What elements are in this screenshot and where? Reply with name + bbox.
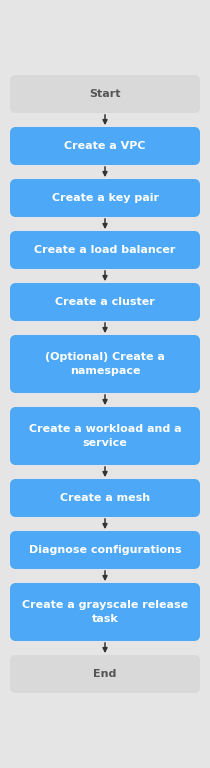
FancyBboxPatch shape — [10, 407, 200, 465]
Text: End: End — [93, 669, 117, 679]
Text: Create a key pair: Create a key pair — [51, 193, 159, 203]
Text: Create a cluster: Create a cluster — [55, 297, 155, 307]
FancyBboxPatch shape — [10, 127, 200, 165]
Text: Start: Start — [89, 89, 121, 99]
FancyBboxPatch shape — [10, 583, 200, 641]
Text: Create a VPC: Create a VPC — [64, 141, 146, 151]
Text: Diagnose configurations: Diagnose configurations — [29, 545, 181, 555]
FancyBboxPatch shape — [10, 335, 200, 393]
FancyBboxPatch shape — [10, 283, 200, 321]
Text: Create a mesh: Create a mesh — [60, 493, 150, 503]
Text: Create a grayscale release
task: Create a grayscale release task — [22, 601, 188, 624]
FancyBboxPatch shape — [10, 655, 200, 693]
Text: Create a load balancer: Create a load balancer — [34, 245, 176, 255]
Text: Create a workload and a
service: Create a workload and a service — [29, 425, 181, 448]
FancyBboxPatch shape — [10, 231, 200, 269]
FancyBboxPatch shape — [10, 479, 200, 517]
Text: (Optional) Create a
namespace: (Optional) Create a namespace — [45, 353, 165, 376]
FancyBboxPatch shape — [10, 531, 200, 569]
FancyBboxPatch shape — [10, 179, 200, 217]
FancyBboxPatch shape — [10, 75, 200, 113]
